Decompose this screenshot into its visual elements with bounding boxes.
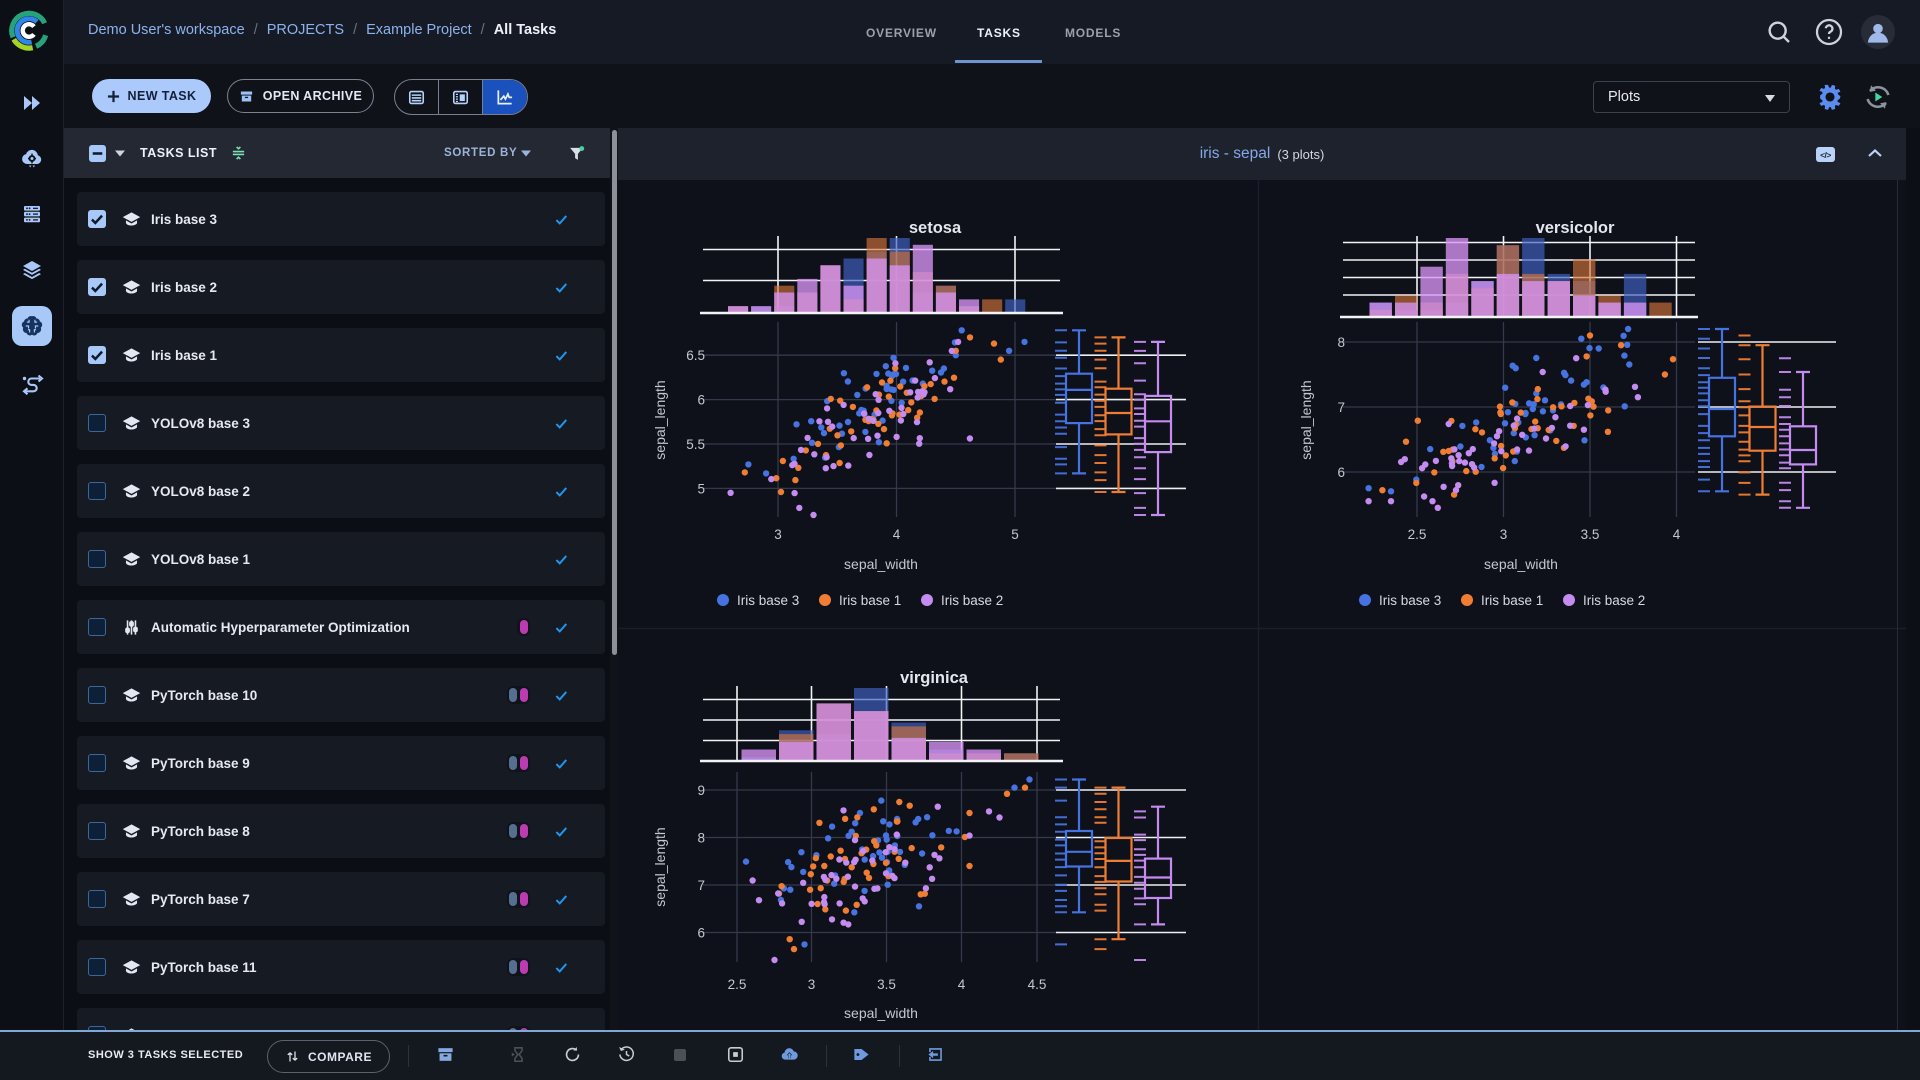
- svg-text:4.5: 4.5: [1028, 977, 1047, 992]
- svg-text:6: 6: [697, 926, 705, 941]
- svg-text:sepal_width: sepal_width: [1484, 556, 1558, 572]
- svg-text:sepal_length: sepal_length: [652, 827, 668, 906]
- svg-text:2.5: 2.5: [728, 977, 747, 992]
- svg-text:2.5: 2.5: [1408, 527, 1427, 542]
- svg-text:3.5: 3.5: [1581, 527, 1600, 542]
- svg-text:6: 6: [1337, 465, 1345, 480]
- svg-text:5: 5: [697, 481, 705, 496]
- svg-text:setosa: setosa: [909, 219, 962, 237]
- svg-text:9: 9: [697, 783, 705, 798]
- svg-text:7: 7: [1337, 400, 1345, 415]
- svg-text:virginica: virginica: [900, 669, 969, 687]
- svg-text:Iris base 3: Iris base 3: [737, 593, 799, 608]
- svg-text:Iris base 2: Iris base 2: [1583, 593, 1645, 608]
- svg-text:5.5: 5.5: [686, 437, 705, 452]
- svg-text:4: 4: [958, 977, 966, 992]
- svg-text:sepal_width: sepal_width: [844, 1005, 918, 1021]
- svg-text:4: 4: [1673, 527, 1681, 542]
- svg-text:4: 4: [893, 527, 901, 542]
- svg-text:sepal_width: sepal_width: [844, 556, 918, 572]
- svg-text:Iris base 1: Iris base 1: [839, 593, 901, 608]
- svg-text:3: 3: [774, 527, 782, 542]
- svg-text:versicolor: versicolor: [1536, 219, 1615, 237]
- svg-text:8: 8: [1337, 335, 1345, 350]
- svg-text:sepal_length: sepal_length: [652, 380, 668, 459]
- svg-text:7: 7: [697, 878, 705, 893]
- svg-text:sepal_length: sepal_length: [1298, 380, 1314, 459]
- svg-text:8: 8: [697, 831, 705, 846]
- svg-text:3: 3: [1500, 527, 1508, 542]
- svg-text:3: 3: [808, 977, 816, 992]
- svg-text:6.5: 6.5: [686, 348, 705, 363]
- svg-text:Iris base 2: Iris base 2: [941, 593, 1003, 608]
- svg-text:Iris base 1: Iris base 1: [1481, 593, 1543, 608]
- svg-text:6: 6: [697, 393, 705, 408]
- svg-text:3.5: 3.5: [877, 977, 896, 992]
- svg-text:Iris base 3: Iris base 3: [1379, 593, 1441, 608]
- svg-text:5: 5: [1011, 527, 1019, 542]
